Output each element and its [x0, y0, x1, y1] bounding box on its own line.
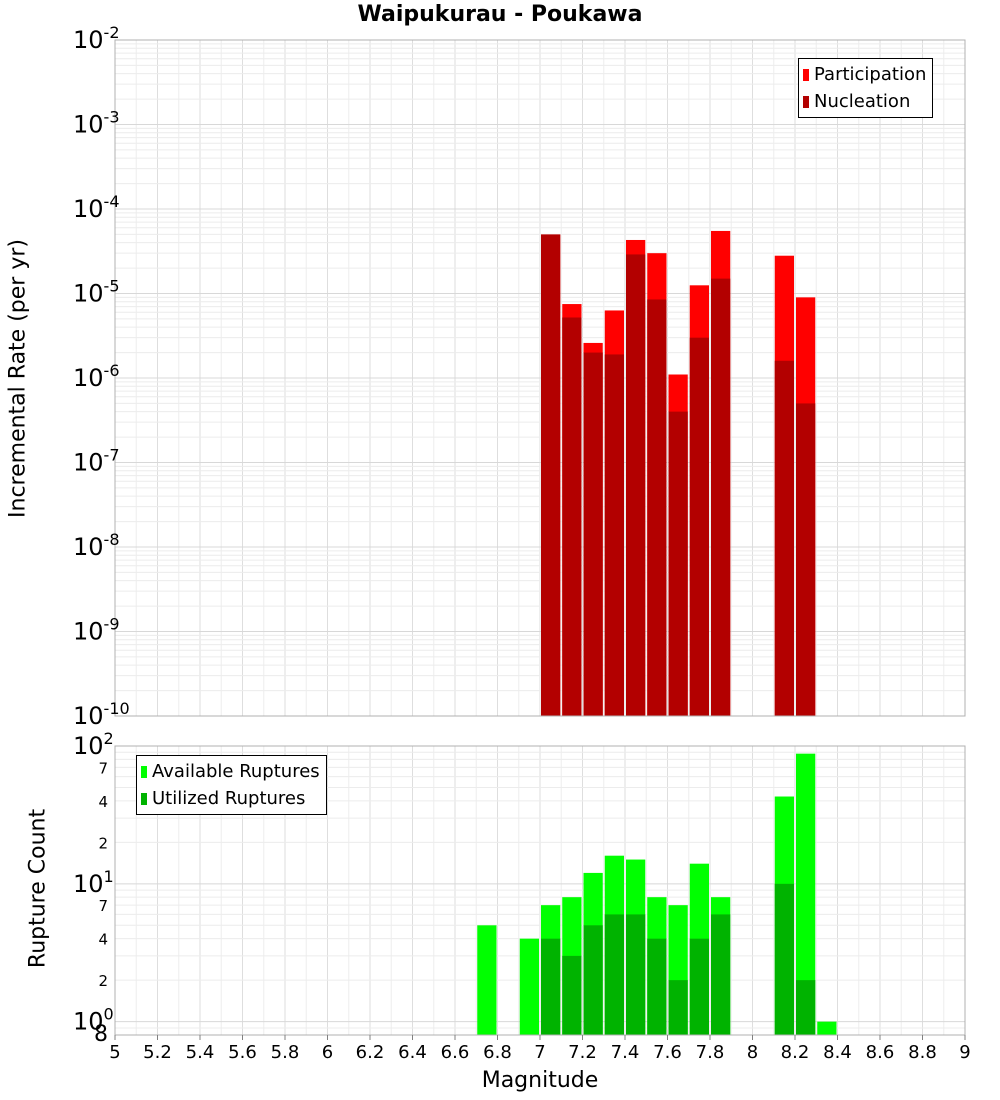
y-tick-label: 7: [98, 759, 108, 777]
bar-utilized-ruptures: [583, 925, 603, 1035]
bar-utilized-ruptures: [774, 883, 794, 1035]
bar-utilized-ruptures: [796, 980, 816, 1035]
legend-item-utilized-ruptures: Utilized Ruptures: [141, 785, 320, 812]
bar-utilized-ruptures: [562, 955, 582, 1035]
bar-nucleation: [647, 299, 667, 716]
y-tick-label: 101: [73, 867, 114, 898]
y-tick-label: 10-8: [73, 530, 120, 561]
bar-utilized-ruptures: [647, 938, 667, 1035]
bottom-y-axis-label: Rupture Count: [25, 808, 51, 969]
y-tick-label: 10-9: [73, 615, 120, 646]
bar-nucleation: [626, 254, 646, 716]
y-tick-label: 8: [94, 1022, 108, 1047]
x-tick-label: 6.4: [398, 1042, 427, 1063]
bar-utilized-ruptures: [689, 938, 709, 1035]
bar-nucleation: [583, 352, 603, 716]
legend-swatch-utilized: [141, 792, 147, 805]
y-tick-label: 10-3: [73, 108, 120, 139]
y-tick-label: 7: [98, 897, 108, 915]
x-tick-label: 5.4: [186, 1042, 215, 1063]
bar-nucleation: [562, 317, 582, 716]
x-tick-label: 5.6: [228, 1042, 257, 1063]
legend-item-nucleation: Nucleation: [803, 88, 926, 115]
x-tick-label: 7.8: [696, 1042, 725, 1063]
top-y-axis-label: Incremental Rate (per yr): [5, 239, 31, 518]
x-tick-label: 5: [109, 1042, 120, 1063]
x-tick-label: 8: [747, 1042, 758, 1063]
bar-utilized-ruptures: [626, 914, 646, 1035]
y-tick-label: 10-6: [73, 361, 120, 392]
x-tick-label: 9: [959, 1042, 970, 1063]
legend-label-available: Available Ruptures: [152, 761, 320, 782]
legend-item-available-ruptures: Available Ruptures: [141, 758, 320, 785]
bar-available-ruptures: [519, 938, 539, 1035]
bar-nucleation: [689, 337, 709, 716]
bar-available-ruptures: [477, 925, 497, 1035]
bar-nucleation: [796, 403, 816, 716]
y-tick-label: 4: [98, 793, 108, 811]
x-tick-label: 7.4: [611, 1042, 640, 1063]
legend-item-participation: Participation: [803, 61, 926, 88]
bar-utilized-ruptures: [711, 914, 731, 1035]
bottom-legend: Available Ruptures Utilized Ruptures: [136, 755, 327, 815]
legend-label-participation: Participation: [814, 64, 927, 85]
bar-nucleation: [774, 360, 794, 716]
y-tick-label: 10-2: [73, 23, 120, 54]
y-tick-label: 10-5: [73, 277, 120, 308]
y-tick-label: 10-4: [73, 192, 120, 223]
y-tick-label: 102: [73, 729, 114, 760]
bar-utilized-ruptures: [541, 938, 561, 1035]
x-tick-label: 5.2: [143, 1042, 172, 1063]
bar-available-ruptures: [817, 1021, 837, 1035]
plot-frame-0: [114, 39, 966, 717]
x-tick-label: 6.8: [483, 1042, 512, 1063]
x-tick-label: 8.4: [823, 1042, 852, 1063]
bar-nucleation: [711, 278, 731, 716]
legend-label-nucleation: Nucleation: [814, 91, 911, 112]
legend-label-utilized: Utilized Ruptures: [152, 788, 306, 809]
bar-nucleation: [668, 411, 688, 716]
bar-nucleation: [541, 234, 561, 717]
x-tick-label: 7: [534, 1042, 545, 1063]
x-tick-label: 6.6: [441, 1042, 470, 1063]
bar-utilized-ruptures: [604, 914, 624, 1035]
chart-title: Waipukurau - Poukawa: [357, 2, 643, 27]
legend-swatch-participation: [803, 68, 809, 81]
y-tick-label: 2: [98, 834, 108, 852]
y-tick-label: 10-7: [73, 446, 120, 477]
x-tick-label: 6: [322, 1042, 333, 1063]
x-tick-label: 8.6: [866, 1042, 895, 1063]
x-tick-label: 7.2: [568, 1042, 597, 1063]
x-tick-label: 6.2: [356, 1042, 385, 1063]
y-tick-label: 2: [98, 972, 108, 990]
x-tick-label: 8.8: [908, 1042, 937, 1063]
bar-nucleation: [604, 354, 624, 716]
bar-available-ruptures: [796, 753, 816, 1035]
y-tick-label: 10-10: [73, 699, 130, 730]
legend-swatch-available: [141, 765, 147, 778]
x-tick-label: 8.2: [781, 1042, 810, 1063]
legend-swatch-nucleation: [803, 95, 809, 108]
x-tick-label: 7.6: [653, 1042, 682, 1063]
x-axis-label: Magnitude: [481, 1068, 599, 1093]
x-tick-label: 5.8: [271, 1042, 300, 1063]
y-tick-label: 4: [98, 931, 108, 949]
bar-utilized-ruptures: [668, 980, 688, 1035]
top-legend: Participation Nucleation: [798, 58, 934, 118]
